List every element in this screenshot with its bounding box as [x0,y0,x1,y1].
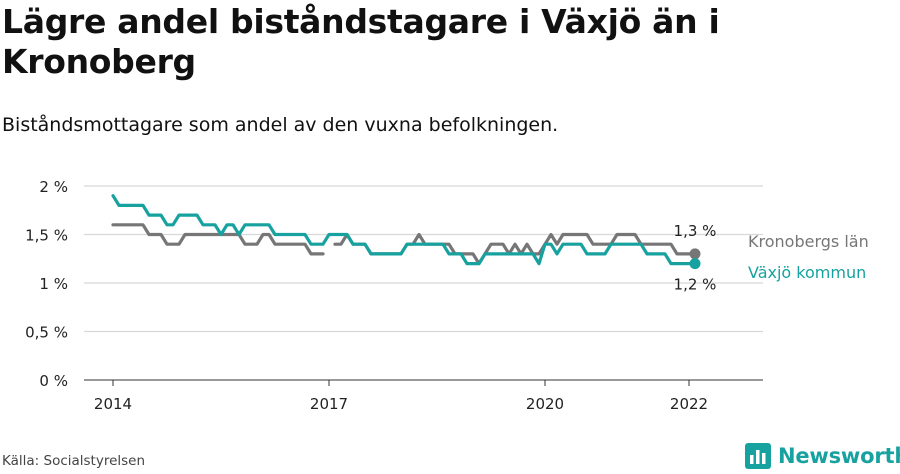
series-line-kronoberg [333,232,697,266]
brand-name: Newsworthy [778,444,900,468]
newsworthy-logo-icon [745,443,771,469]
x-tick-label: 2022 [670,395,708,413]
chart-title: Lägre andel biståndstagare i Växjö än i … [2,2,720,81]
series-label-vaxjo: Växjö kommun [748,263,866,282]
y-tick-label: 0,5 % [25,324,68,342]
end-value-label-vaxjo: 1,2 % [674,276,717,294]
x-tick-label: 2014 [94,395,132,413]
y-tick-label: 2 % [39,178,68,196]
y-tick-label: 1,5 % [25,227,68,245]
y-tick-label: 0 % [39,372,68,390]
y-tick-label: 1 % [39,275,68,293]
series-line-kronoberg [111,223,325,256]
end-point-kronoberg [689,248,701,260]
source-note: Källa: Socialstyrelsen [2,453,146,469]
series-line-vaxjo [111,194,697,266]
x-tick-label: 2017 [310,395,348,413]
end-value-label-kronoberg: 1,3 % [674,222,717,240]
x-tick-label: 2020 [526,395,564,413]
series-label-kronoberg: Kronobergs län [748,232,869,251]
chart-subtitle: Biståndsmottagare som andel av den vuxna… [2,114,559,136]
newsworthy-logo: Newsworthy [745,441,900,471]
end-point-vaxjo [689,258,701,270]
